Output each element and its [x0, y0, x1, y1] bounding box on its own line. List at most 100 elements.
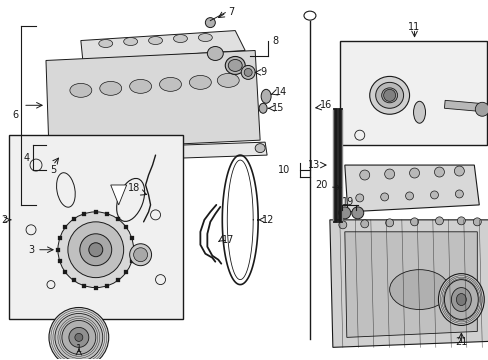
Ellipse shape [375, 82, 403, 108]
Bar [124, 270, 128, 274]
Circle shape [472, 218, 480, 226]
Polygon shape [344, 165, 478, 212]
Circle shape [474, 102, 488, 116]
Bar [63, 225, 67, 229]
Circle shape [49, 307, 108, 360]
Text: 19: 19 [341, 197, 353, 207]
Text: 20: 20 [315, 180, 327, 190]
Text: 16: 16 [319, 100, 331, 110]
Bar [9, 135, 183, 319]
Circle shape [456, 217, 465, 225]
Ellipse shape [228, 59, 242, 71]
Circle shape [359, 170, 369, 180]
Circle shape [383, 89, 395, 101]
Text: 2: 2 [1, 215, 7, 225]
Circle shape [244, 68, 252, 76]
Ellipse shape [207, 46, 223, 60]
Circle shape [69, 328, 89, 347]
Ellipse shape [159, 77, 181, 91]
Circle shape [410, 218, 418, 226]
Ellipse shape [381, 88, 397, 103]
Ellipse shape [438, 274, 483, 325]
Ellipse shape [99, 40, 113, 48]
Bar [71, 278, 75, 282]
Ellipse shape [217, 73, 239, 87]
Bar [94, 285, 98, 289]
Ellipse shape [389, 270, 448, 310]
Ellipse shape [450, 288, 470, 311]
Circle shape [384, 169, 394, 179]
Text: 5: 5 [50, 165, 56, 175]
Text: 17: 17 [222, 235, 234, 245]
Bar [124, 225, 128, 229]
Circle shape [405, 192, 413, 200]
Ellipse shape [173, 35, 187, 42]
Circle shape [89, 243, 102, 257]
Circle shape [62, 320, 96, 354]
Circle shape [338, 221, 346, 229]
Circle shape [241, 66, 255, 80]
Text: 10: 10 [277, 165, 289, 175]
Ellipse shape [148, 37, 162, 45]
Circle shape [433, 167, 444, 177]
Polygon shape [344, 232, 476, 337]
Circle shape [351, 207, 363, 219]
Ellipse shape [100, 81, 122, 95]
Circle shape [453, 166, 464, 176]
Text: 9: 9 [260, 67, 266, 77]
Bar [444, 100, 482, 112]
Ellipse shape [259, 103, 266, 113]
Bar [58, 236, 61, 240]
Circle shape [385, 219, 393, 227]
Circle shape [435, 217, 443, 225]
Text: 15: 15 [271, 103, 284, 113]
Ellipse shape [70, 84, 92, 97]
Ellipse shape [413, 101, 425, 123]
Circle shape [68, 222, 123, 278]
Ellipse shape [225, 57, 244, 75]
Circle shape [80, 234, 111, 266]
Bar [63, 270, 67, 274]
Polygon shape [36, 142, 266, 163]
Polygon shape [81, 31, 244, 60]
Text: 13: 13 [307, 160, 319, 170]
Bar [82, 212, 86, 216]
Ellipse shape [455, 293, 466, 306]
Ellipse shape [261, 89, 270, 103]
Bar [339, 41, 486, 145]
Circle shape [55, 314, 102, 360]
Circle shape [205, 18, 215, 28]
Text: 11: 11 [407, 22, 420, 32]
Bar [105, 284, 109, 288]
Circle shape [454, 190, 463, 198]
Bar [129, 236, 134, 240]
Bar [116, 278, 120, 282]
Text: 1: 1 [76, 344, 82, 354]
Text: 8: 8 [271, 36, 278, 46]
Text: 21: 21 [454, 337, 467, 347]
Ellipse shape [129, 80, 151, 93]
Ellipse shape [123, 37, 137, 45]
Text: 7: 7 [228, 6, 234, 17]
Text: 3: 3 [28, 245, 34, 255]
Bar [56, 248, 60, 252]
Circle shape [338, 207, 350, 219]
Bar [71, 217, 75, 221]
Polygon shape [329, 220, 488, 347]
Ellipse shape [44, 152, 54, 161]
Bar [58, 260, 61, 264]
Circle shape [75, 333, 82, 341]
Circle shape [429, 191, 438, 199]
Ellipse shape [198, 33, 212, 41]
Text: 6: 6 [12, 110, 18, 120]
Bar [131, 248, 135, 252]
Text: 18: 18 [128, 183, 141, 193]
Ellipse shape [133, 248, 147, 262]
Circle shape [58, 212, 133, 288]
Bar [116, 217, 120, 221]
Circle shape [380, 193, 388, 201]
Ellipse shape [255, 144, 264, 153]
Circle shape [355, 194, 363, 202]
Ellipse shape [189, 75, 211, 89]
Text: 4: 4 [24, 153, 30, 163]
